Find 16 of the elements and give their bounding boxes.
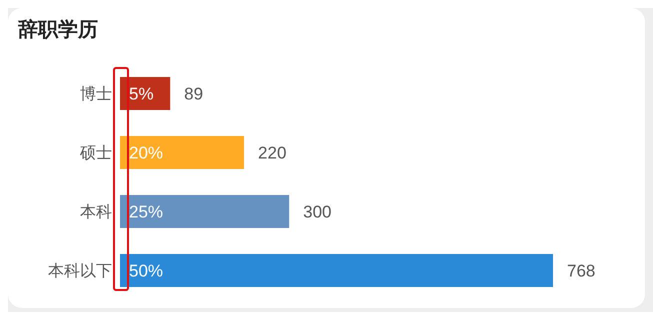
annotation: 20% [129,144,164,163]
data-label: 89 [184,84,204,104]
y-tick-label: 博士 [80,85,112,104]
data-label: 300 [303,202,332,222]
data-label: 768 [567,262,596,281]
y-tick-label: 硕士 [79,144,112,162]
annotation: 50% [129,262,164,281]
bar [120,194,290,228]
bar [120,254,553,287]
annotation: 25% [129,202,164,222]
chart-title: 辞职学历 [18,18,98,43]
bar [120,136,244,169]
annotation: 5% [129,84,154,104]
y-tick-label: 本科 [80,203,112,222]
data-label: 220 [258,144,286,163]
y-tick-label: 本科以下 [48,262,112,280]
